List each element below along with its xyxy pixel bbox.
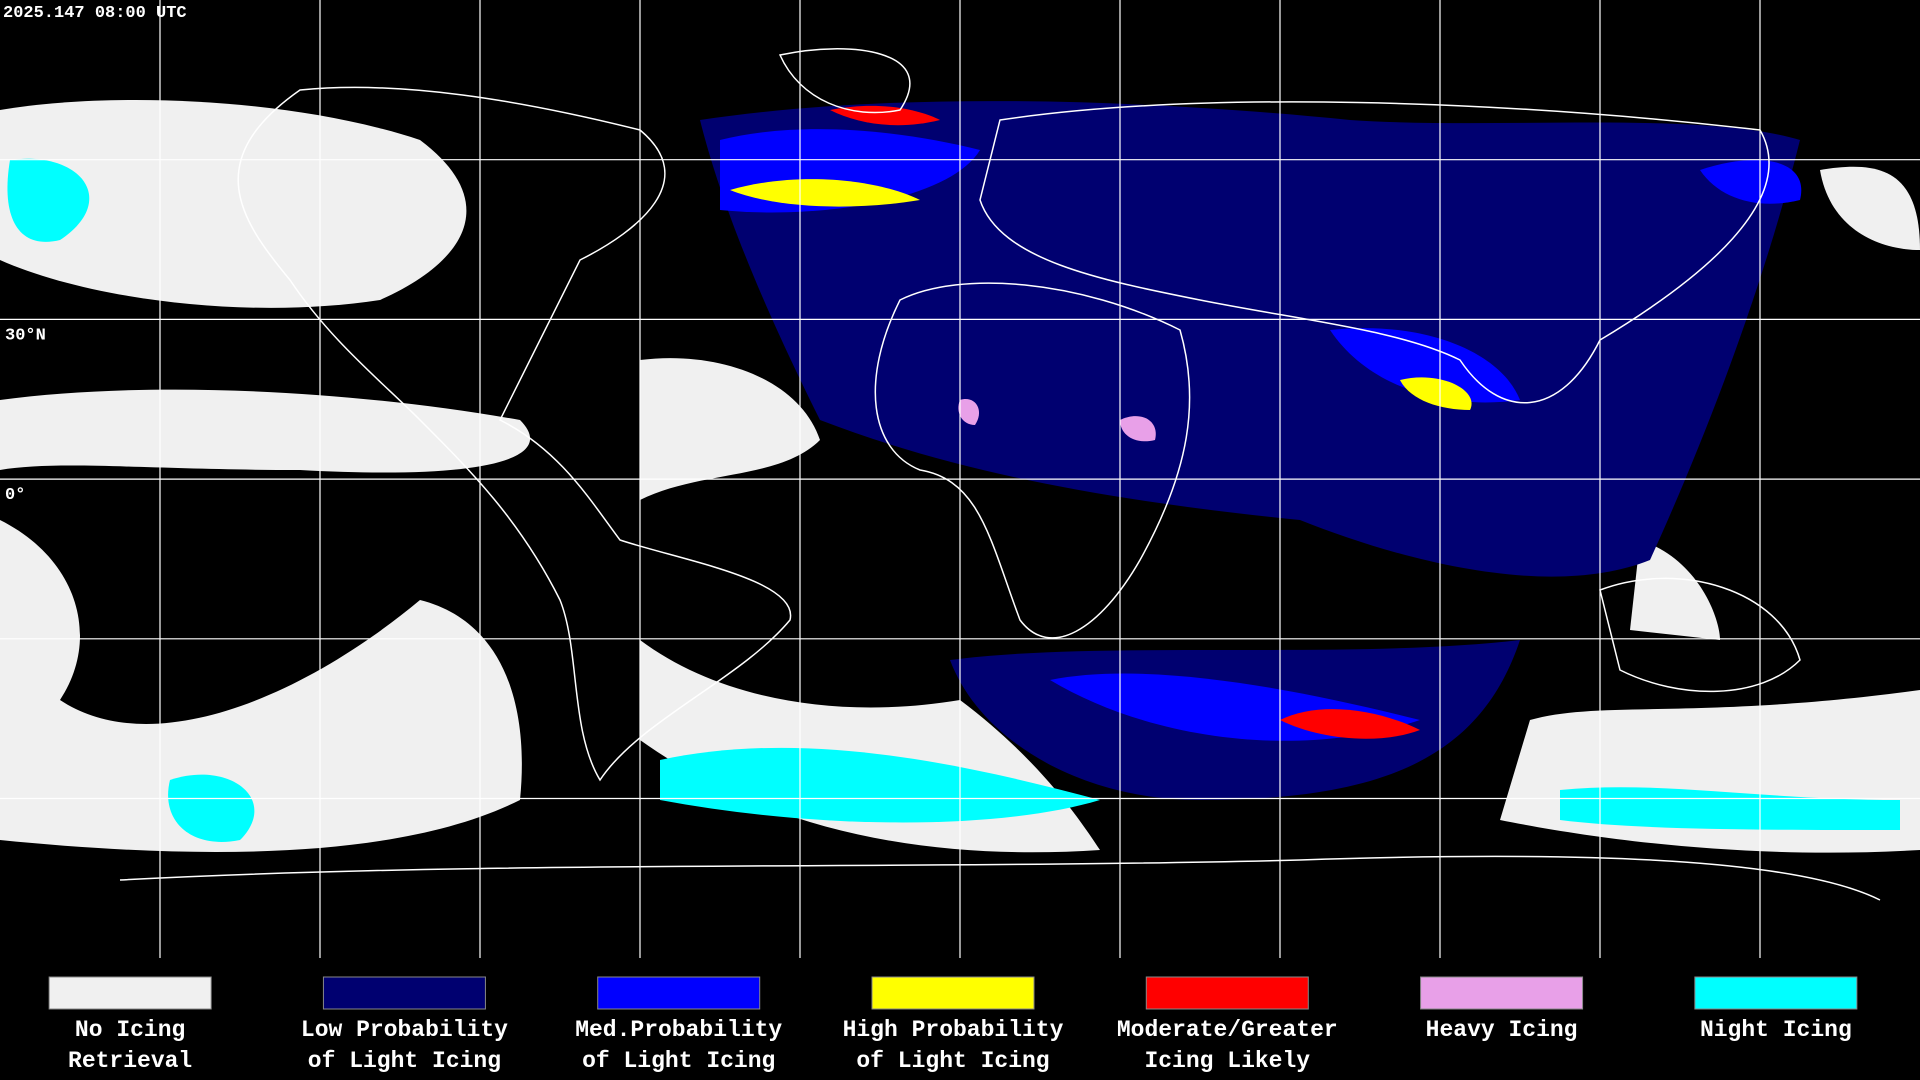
coastline bbox=[237, 86, 792, 782]
legend-label: High Probability bbox=[843, 1017, 1064, 1043]
legend-swatch bbox=[1694, 976, 1858, 1010]
legend-swatch bbox=[48, 976, 212, 1010]
legend-label: Night Icing bbox=[1700, 1017, 1852, 1043]
night-icing-area bbox=[660, 747, 1100, 823]
legend-swatch bbox=[322, 976, 486, 1010]
icing-area bbox=[1400, 377, 1472, 410]
coastline bbox=[979, 101, 1770, 404]
legend-label: Retrieval bbox=[68, 1048, 192, 1074]
legend-label: No Icing bbox=[75, 1017, 185, 1043]
icing-area bbox=[1280, 709, 1420, 739]
coastlines bbox=[119, 48, 1881, 901]
legend-label: Med.Probability bbox=[575, 1017, 782, 1043]
icing-area bbox=[730, 179, 920, 207]
icing-area bbox=[1120, 416, 1156, 442]
legend-swatch bbox=[1145, 976, 1309, 1010]
night-icing-area bbox=[7, 158, 90, 242]
cloud-area bbox=[0, 389, 531, 473]
cloud-area bbox=[1820, 166, 1920, 250]
legend-label: Heavy Icing bbox=[1426, 1017, 1578, 1043]
latitude-labels: 30°N 0° bbox=[5, 326, 46, 505]
graticule bbox=[0, 0, 1920, 958]
cloud-area bbox=[640, 358, 820, 500]
cloud-area bbox=[1630, 540, 1720, 640]
cloud-area bbox=[0, 520, 522, 852]
icing-area bbox=[958, 399, 980, 425]
icing-area bbox=[1330, 328, 1520, 403]
coastline bbox=[778, 48, 911, 114]
icing-area bbox=[700, 101, 1800, 577]
legend-label: Icing Likely bbox=[1144, 1048, 1310, 1074]
coastline bbox=[119, 855, 1881, 901]
legend-label: Moderate/Greater bbox=[1117, 1017, 1338, 1043]
cloud-area bbox=[0, 100, 467, 308]
legend-label: Low Probability bbox=[301, 1017, 508, 1043]
legend-label: of Light Icing bbox=[582, 1048, 775, 1074]
legend-swatch bbox=[1420, 976, 1584, 1010]
legend: No Icing Retrieval Low Probability of Light… bbox=[48, 976, 1858, 1074]
legend-swatch bbox=[597, 976, 761, 1010]
legend-label: of Light Icing bbox=[856, 1048, 1049, 1074]
timestamp: 2025.147 08:00 UTC bbox=[3, 4, 187, 23]
icing-area bbox=[1700, 160, 1802, 204]
latitude-label: 0° bbox=[5, 486, 25, 505]
coastline bbox=[1599, 577, 1801, 693]
legend-label: of Light Icing bbox=[308, 1048, 501, 1074]
legend-swatch bbox=[871, 976, 1035, 1010]
latitude-label: 30°N bbox=[5, 326, 46, 345]
night-icing-area bbox=[168, 774, 255, 842]
map-imagery bbox=[0, 100, 1920, 853]
coastline bbox=[874, 282, 1191, 639]
